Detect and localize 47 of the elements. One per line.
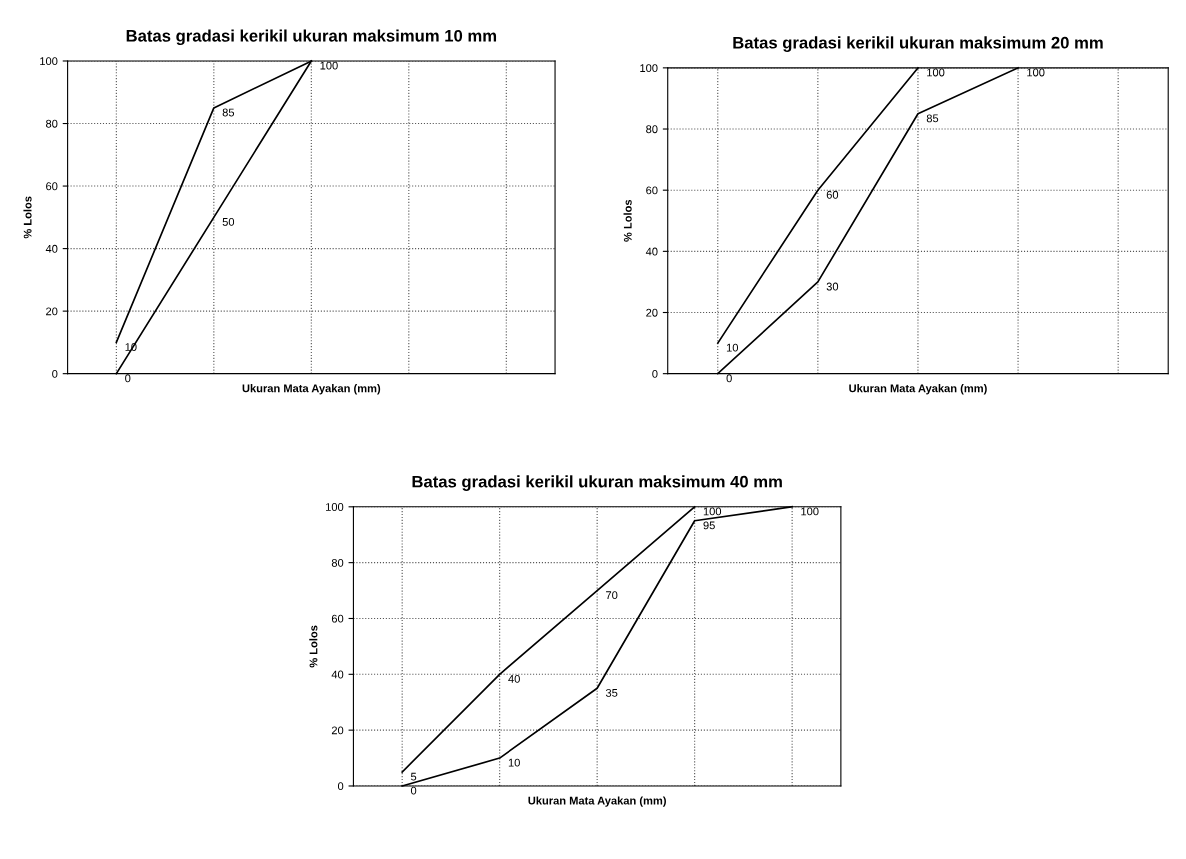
data-label: 100 bbox=[703, 507, 722, 516]
y-tick-label: 80 bbox=[331, 558, 344, 567]
y-tick-label: 0 bbox=[652, 369, 658, 378]
data-label: 10 bbox=[508, 758, 520, 767]
data-label: 50 bbox=[222, 218, 235, 226]
y-tick-label: 80 bbox=[46, 119, 58, 128]
x-axis-title: Ukuran Mata Ayakan (mm) bbox=[242, 384, 381, 395]
y-tick-label: 20 bbox=[331, 726, 344, 735]
y-tick-label: 0 bbox=[337, 782, 344, 791]
data-label: 100 bbox=[320, 61, 338, 70]
y-tick-label: 20 bbox=[646, 308, 658, 317]
data-label: 100 bbox=[927, 68, 945, 77]
x-axis-title: Ukuran Mata Ayakan (mm) bbox=[528, 796, 666, 807]
y-tick-label: 60 bbox=[646, 186, 658, 195]
data-label: 85 bbox=[926, 114, 939, 123]
data-label: 100 bbox=[1027, 68, 1045, 77]
y-tick-label: 100 bbox=[40, 57, 58, 66]
data-label: 35 bbox=[605, 688, 618, 697]
data-label: 70 bbox=[606, 591, 618, 600]
y-tick-label: 100 bbox=[326, 503, 344, 511]
y-axis-title: % Lolos bbox=[623, 199, 632, 242]
y-tick-label: 0 bbox=[52, 369, 58, 378]
data-label: 85 bbox=[222, 108, 235, 117]
y-axis-title: % Lolos bbox=[309, 625, 318, 668]
chart-title: Batas gradasi kerikil ukuran maksimum 20 mm bbox=[733, 36, 1103, 52]
data-label: 0 bbox=[125, 374, 131, 383]
y-tick-label: 40 bbox=[645, 247, 658, 256]
y-tick-label: 20 bbox=[46, 307, 58, 316]
y-tick-label: 60 bbox=[331, 614, 344, 623]
data-label: 100 bbox=[801, 507, 819, 516]
data-label: 60 bbox=[826, 190, 839, 199]
chart-title: Batas gradasi kerikil ukuran maksimum 40 mm bbox=[412, 475, 782, 491]
y-tick-label: 40 bbox=[331, 670, 344, 679]
data-label: 10 bbox=[726, 343, 739, 352]
y-tick-label: 60 bbox=[46, 182, 58, 191]
data-label: 0 bbox=[726, 374, 732, 383]
y-tick-label: 100 bbox=[640, 64, 658, 72]
data-label: 0 bbox=[410, 786, 417, 795]
data-label: 95 bbox=[703, 521, 715, 530]
y-axis-title: % Lolos bbox=[23, 196, 32, 239]
data-label: 5 bbox=[410, 772, 417, 781]
data-label: 40 bbox=[508, 674, 520, 683]
chart-title: Batas gradasi kerikil ukuran maksimum 10 mm bbox=[126, 29, 497, 46]
x-axis-title: Ukuran Mata Ayakan (mm) bbox=[849, 384, 987, 395]
data-label: 30 bbox=[826, 282, 839, 291]
y-tick-label: 80 bbox=[646, 125, 658, 134]
y-tick-label: 40 bbox=[45, 244, 58, 253]
